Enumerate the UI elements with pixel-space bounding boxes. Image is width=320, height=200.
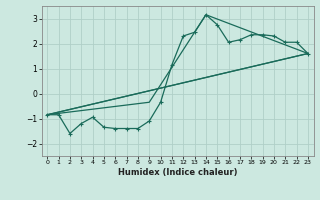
X-axis label: Humidex (Indice chaleur): Humidex (Indice chaleur)	[118, 168, 237, 177]
